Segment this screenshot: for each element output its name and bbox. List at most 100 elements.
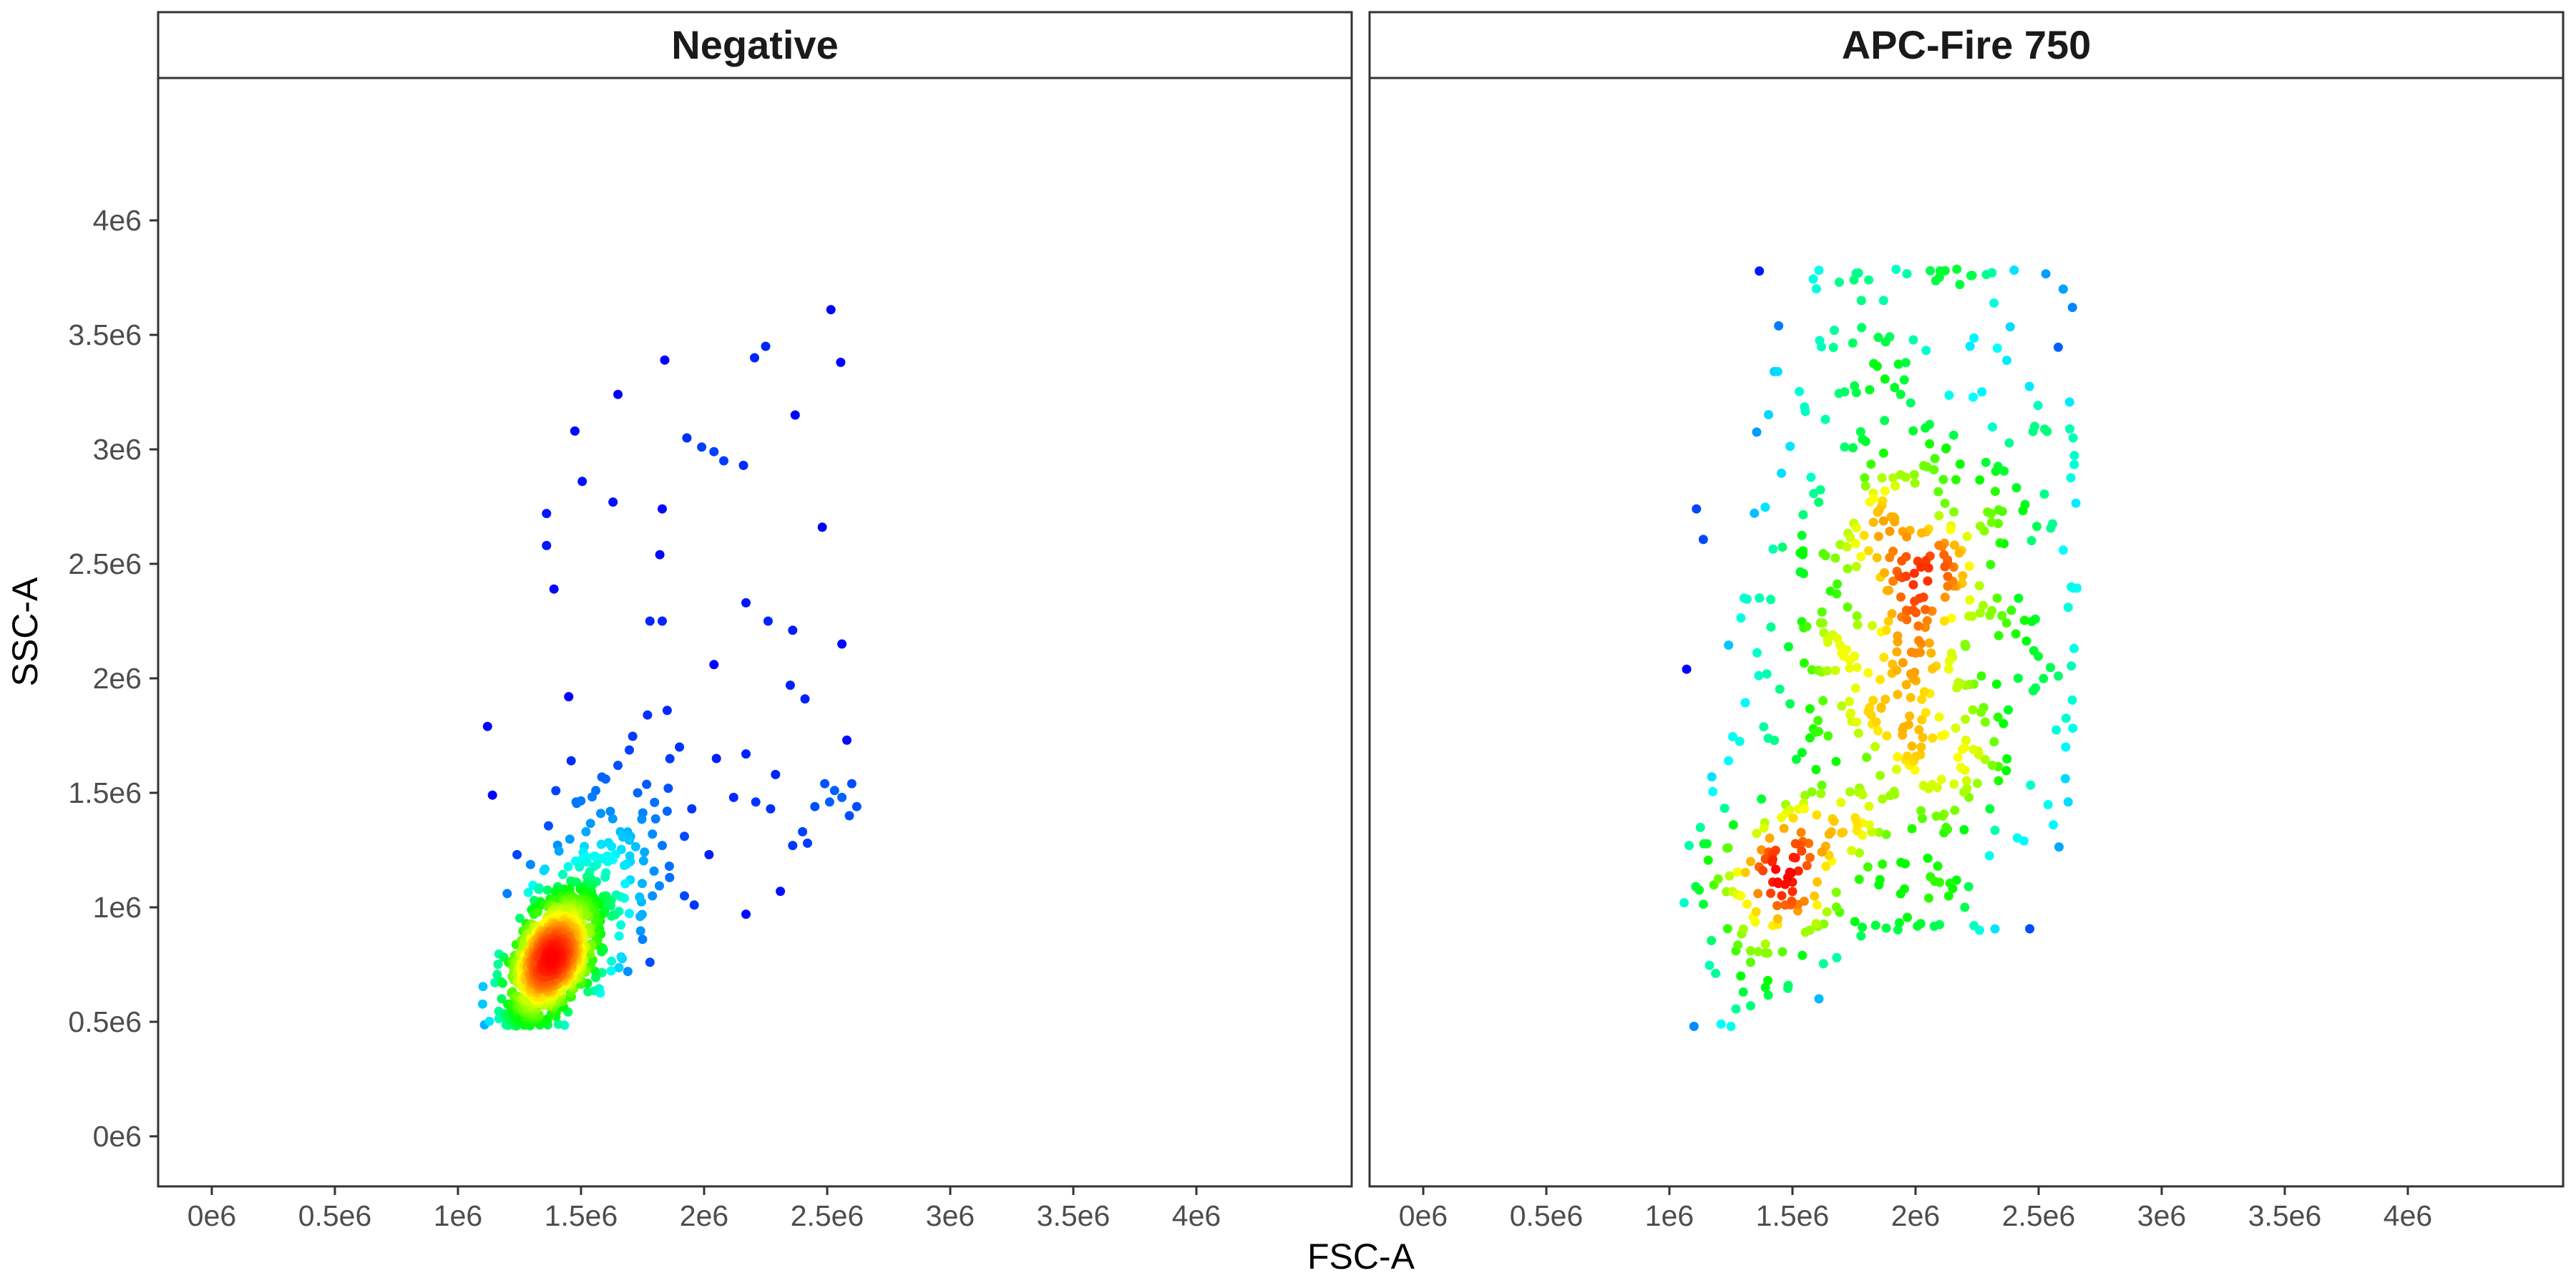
data-point: [2063, 797, 2073, 807]
data-point: [1962, 532, 1972, 542]
data-point: [1851, 815, 1861, 825]
data-point: [1707, 936, 1717, 945]
data-point: [1724, 871, 1735, 881]
data-point: [1851, 388, 1861, 398]
data-point: [1777, 468, 1787, 478]
data-point: [1953, 752, 1963, 762]
data-point: [1952, 264, 1962, 274]
data-point: [616, 952, 626, 962]
data-point: [1820, 551, 1830, 561]
data-point: [1981, 457, 1991, 467]
data-point: [738, 460, 748, 470]
data-point: [750, 353, 759, 363]
data-point: [1868, 696, 1878, 706]
data-point: [542, 509, 552, 519]
data-point: [638, 935, 648, 945]
data-point: [1699, 899, 1708, 909]
strip-negative: [157, 11, 1353, 79]
data-point: [1824, 850, 1834, 860]
data-point: [1823, 666, 1832, 675]
data-point: [625, 851, 635, 861]
data-point: [1843, 602, 1853, 612]
data-point: [620, 860, 630, 870]
data-point: [1716, 1019, 1726, 1029]
data-point: [1811, 919, 1821, 929]
data-point: [1707, 772, 1717, 782]
data-point: [1746, 857, 1755, 867]
data-point: [1785, 441, 1795, 452]
data-point: [1944, 390, 1954, 400]
y-tick-label: 4e6: [93, 204, 142, 237]
data-point: [478, 982, 488, 992]
data-point: [2013, 673, 2023, 683]
data-point: [1724, 640, 1734, 650]
data-point: [1939, 809, 1949, 819]
data-point: [1746, 1001, 1755, 1011]
data-point: [1890, 481, 1901, 491]
data-point: [655, 881, 664, 891]
data-point: [1993, 712, 2003, 722]
data-point: [1764, 410, 1774, 419]
data-point: [1901, 680, 1911, 690]
data-point: [1878, 794, 1888, 804]
data-point: [2068, 433, 2078, 443]
data-point: [1961, 736, 1971, 745]
data-point: [2039, 489, 2049, 499]
data-point: [1938, 474, 1948, 484]
data-point: [803, 838, 812, 848]
data-point: [1989, 298, 1999, 308]
data-point: [1878, 516, 1888, 526]
data-point: [2009, 265, 2019, 275]
data-point: [1924, 893, 1933, 903]
data-point: [1817, 607, 1827, 617]
data-point: [515, 913, 525, 923]
data-point: [1985, 610, 1995, 620]
y-tick-label: 2e6: [93, 662, 142, 695]
data-point: [1869, 494, 1879, 504]
data-point: [1782, 872, 1792, 882]
x-tick-label: 1.5e6: [1756, 1199, 1830, 1232]
data-point: [1784, 642, 1793, 652]
data-point: [826, 305, 836, 315]
data-point: [1750, 508, 1760, 518]
data-point: [1905, 711, 1915, 721]
data-point: [1810, 891, 1820, 901]
data-point: [1901, 552, 1911, 562]
data-point: [1880, 694, 1890, 704]
data-point: [709, 447, 719, 457]
data-point: [664, 862, 674, 871]
data-point: [1760, 948, 1770, 958]
data-point: [1906, 693, 1916, 703]
data-point: [2001, 766, 2011, 776]
data-point: [2011, 629, 2021, 639]
data-point: [1988, 422, 1997, 432]
data-point: [607, 841, 617, 852]
x-tick-label: 3e6: [926, 1199, 975, 1232]
data-point: [800, 694, 810, 704]
data-point: [1946, 648, 1956, 658]
data-point: [2042, 426, 2052, 436]
y-tick-label: 1.5e6: [68, 776, 142, 809]
data-point: [1812, 900, 1822, 910]
data-point: [1951, 723, 1961, 733]
data-point: [2060, 774, 2070, 784]
data-point: [776, 887, 786, 897]
data-point: [1991, 467, 2001, 477]
data-point: [1798, 509, 1808, 519]
data-point: [1864, 820, 1874, 830]
data-point: [1853, 620, 1863, 630]
data-point: [1855, 848, 1865, 858]
data-point: [635, 926, 645, 936]
data-point: [566, 756, 576, 766]
data-point: [1800, 402, 1810, 412]
data-point: [1800, 791, 1810, 801]
data-point: [487, 790, 497, 800]
data-point: [1830, 326, 1839, 336]
data-point: [704, 849, 714, 859]
data-point: [1940, 498, 1950, 508]
data-point: [478, 999, 487, 1009]
data-point: [1797, 550, 1807, 560]
data-point: [1736, 891, 1746, 901]
data-point: [2051, 725, 2062, 735]
data-point: [1860, 481, 1870, 491]
